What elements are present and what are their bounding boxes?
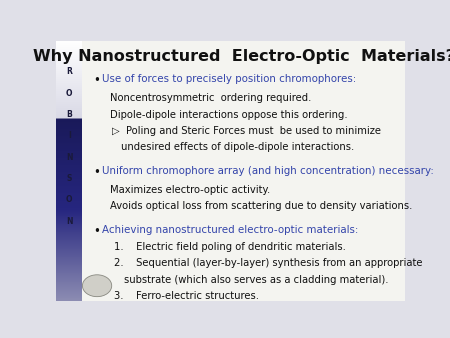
Text: N: N — [66, 217, 72, 226]
Text: undesired effects of dipole-dipole interactions.: undesired effects of dipole-dipole inter… — [121, 142, 354, 152]
Text: S: S — [67, 174, 72, 183]
Text: Use of forces to precisely position chromophores:: Use of forces to precisely position chro… — [102, 74, 356, 84]
Text: 1.    Electric field poling of dendritic materials.: 1. Electric field poling of dendritic ma… — [114, 242, 346, 252]
Text: Noncentrosymmetric  ordering required.: Noncentrosymmetric ordering required. — [110, 93, 312, 103]
Text: R: R — [67, 67, 72, 76]
Text: •: • — [93, 74, 100, 88]
Text: Why Nanostructured  Electro-Optic  Materials?: Why Nanostructured Electro-Optic Materia… — [33, 49, 450, 64]
Text: I: I — [68, 131, 71, 140]
Text: 2.    Sequential (layer-by-layer) synthesis from an appropriate: 2. Sequential (layer-by-layer) synthesis… — [114, 259, 422, 268]
Circle shape — [82, 275, 112, 297]
Text: substrate (which also serves as a cladding material).: substrate (which also serves as a claddi… — [124, 275, 388, 285]
Text: O: O — [66, 195, 72, 204]
Text: ▷  Poling and Steric Forces must  be used to minimize: ▷ Poling and Steric Forces must be used … — [112, 126, 381, 136]
Text: •: • — [93, 166, 100, 179]
Text: O: O — [66, 89, 72, 98]
Text: Maximizes electro-optic activity.: Maximizes electro-optic activity. — [110, 185, 270, 195]
Text: •: • — [93, 225, 100, 239]
Text: Dipole-dipole interactions oppose this ordering.: Dipole-dipole interactions oppose this o… — [110, 110, 348, 120]
FancyBboxPatch shape — [82, 41, 405, 301]
Text: Avoids optical loss from scattering due to density variations.: Avoids optical loss from scattering due … — [110, 201, 413, 211]
Text: B: B — [67, 110, 72, 119]
Text: Achieving nanostructured electro-optic materials:: Achieving nanostructured electro-optic m… — [102, 225, 359, 236]
Text: N: N — [66, 153, 72, 162]
Text: 3.    Ferro-electric structures.: 3. Ferro-electric structures. — [114, 291, 259, 301]
Text: Uniform chromophore array (and high concentration) necessary:: Uniform chromophore array (and high conc… — [102, 166, 434, 176]
